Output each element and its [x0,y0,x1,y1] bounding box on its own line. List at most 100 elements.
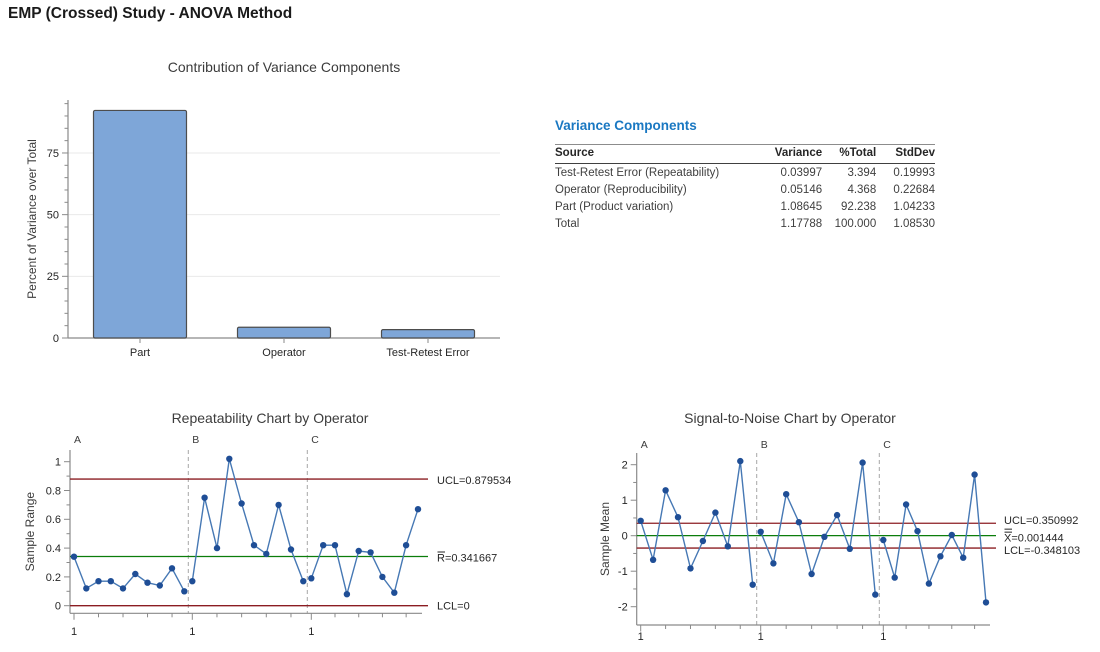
operator-label: A [74,434,81,446]
data-point [156,582,163,589]
operator-label: C [883,439,891,451]
data-point [891,574,898,581]
operator-label: B [192,434,199,446]
y-tick-label: 25 [47,271,59,283]
data-point [872,591,879,598]
repeatability-chart: Repeatability Chart by Operator Sample Ra… [23,410,511,638]
column-header: Source [555,144,762,164]
data-point [402,542,410,549]
cell-pct-total: 100.000 [834,218,877,230]
data-point [331,542,339,549]
center-label: X=0.001444 [1004,533,1064,545]
data-point [770,560,777,567]
category-label: Test-Retest Error [386,347,469,359]
series-line [73,556,185,592]
column-header: StdDev [876,144,935,164]
cell-source: Test-Retest Error (Repeatability) [555,167,720,179]
x-tick-label: 1 [638,631,644,643]
data-point [637,517,644,524]
data-point [391,589,398,596]
cell-pct-total: 3.394 [847,167,877,179]
lcl-label: LCL=-0.348103 [1004,545,1080,557]
x-tick-label: 1 [758,631,764,643]
data-point [846,545,853,552]
column-header: %Total [822,144,877,164]
data-point [320,542,327,549]
ucl-label: UCL=0.879534 [437,475,511,487]
chart-title: Contribution of Variance Components [168,59,400,75]
operator-label: A [641,439,648,451]
data-point [674,514,682,521]
data-point [300,578,307,585]
data-point [144,579,151,586]
page-title: EMP (Crossed) Study - ANOVA Method [8,5,293,22]
data-point [181,588,188,595]
data-point [414,506,422,513]
cell-variance: 1.17788 [780,218,823,230]
data-point [821,533,828,540]
data-point [355,547,362,555]
x-tick-label: 1 [189,626,195,638]
category-label: Operator [262,347,306,359]
cell-source: Operator (Reproducibility) [555,184,687,196]
center-label: R=0.341667 [437,552,497,564]
y-tick-label: 50 [47,210,59,222]
y-tick-label: 1 [55,457,61,469]
cell-stddev: 0.22684 [893,184,935,196]
data-point [168,565,176,572]
category-label: Part [130,347,150,359]
data-point [250,542,258,549]
cell-source: Total [555,218,580,230]
data-point [83,585,90,592]
data-point [132,570,139,578]
y-tick-label: 1 [622,495,628,507]
data-point [687,565,694,572]
data-point [948,531,955,539]
data-point [95,578,102,585]
data-point [343,591,351,598]
data-point [119,585,127,592]
chart-title: Repeatability Chart by Operator [172,410,369,426]
y-tick-label: 75 [47,148,59,160]
y-tick-label: 0 [53,333,59,345]
series-line [191,458,304,582]
data-point [880,536,887,544]
contribution-bar-chart: Contribution of Variance Components Perce… [25,59,500,359]
x-tick-label: 1 [880,631,886,643]
variance-components-title: Variance Components [555,118,697,133]
bar [92,109,188,339]
series-line [310,508,419,595]
data-point [971,471,978,478]
cell-stddev: 1.08530 [893,218,935,230]
data-point [189,578,196,585]
data-point [238,500,245,507]
y-axis-label: Sample Mean [598,502,612,576]
cell-pct-total: 92.238 [841,201,877,213]
y-axis-label: Sample Range [23,492,37,572]
data-point [833,511,841,519]
data-point [724,543,731,550]
data-point [226,455,233,462]
data-point [367,549,374,556]
cell-stddev: 1.04233 [893,201,935,213]
variance-components-section: Variance Components Source Variance %Total… [555,118,935,232]
y-tick-label: -1 [618,566,628,578]
ucl-label: UCL=0.350992 [1004,515,1078,527]
data-point [699,537,707,545]
data-point [902,501,910,508]
y-tick-label: 2 [622,460,628,472]
data-point [213,544,221,552]
signal-to-noise-chart: Signal-to-Noise Chart by Operator Sample … [598,410,1080,643]
data-point [662,487,669,494]
y-tick-label: 0.4 [46,543,61,555]
y-tick-label: 0 [622,531,628,543]
operator-label: B [761,439,768,451]
data-point [275,501,282,509]
data-point [960,554,967,561]
lcl-label: LCL=0 [437,601,470,613]
table-row: Operator (Reproducibility) 0.05146 4.368 0.… [555,181,935,198]
data-point [308,575,315,582]
cell-stddev: 0.19993 [893,167,935,179]
variance-components-table: Source Variance %Total StdDev Test-Retest E… [555,144,935,232]
data-point [712,509,719,516]
